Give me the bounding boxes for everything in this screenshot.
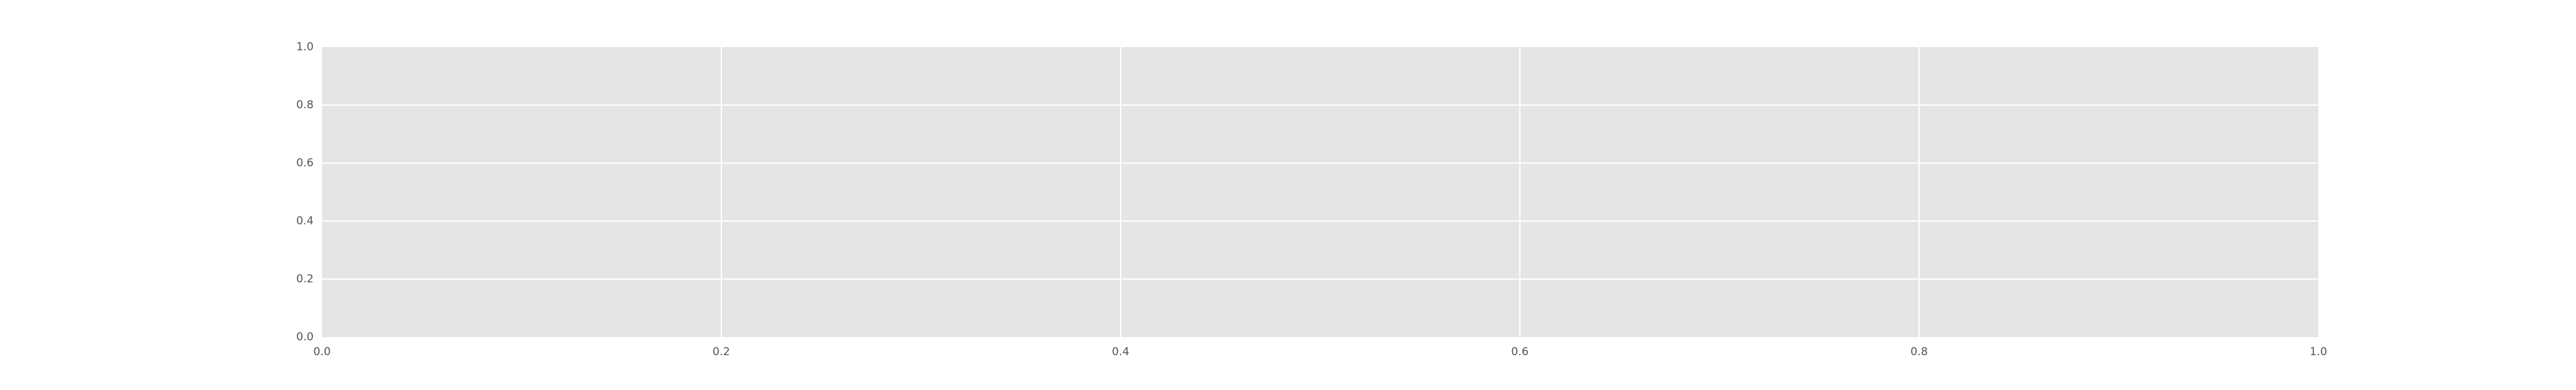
y-tick-label: 0.0 xyxy=(296,331,314,344)
x-tick-label: 0.0 xyxy=(313,346,330,358)
x-tick-label: 1.0 xyxy=(2309,346,2327,358)
plot-area xyxy=(322,47,2318,337)
x-tick-label: 0.6 xyxy=(1511,346,1528,358)
grid-lines xyxy=(322,47,2318,337)
x-tick-label: 0.4 xyxy=(1112,346,1129,358)
x-axis-ticks: 0.0 0.2 0.4 0.6 0.8 1.0 xyxy=(313,346,2327,358)
y-tick-label: 0.4 xyxy=(296,215,314,228)
y-tick-label: 0.8 xyxy=(296,99,314,112)
y-tick-label: 0.6 xyxy=(296,157,314,170)
y-tick-label: 0.2 xyxy=(296,273,314,286)
y-tick-label: 1.0 xyxy=(296,41,314,54)
x-tick-label: 0.8 xyxy=(1910,346,1927,358)
x-tick-label: 0.2 xyxy=(712,346,730,358)
y-axis-ticks: 0.0 0.2 0.4 0.6 0.8 1.0 xyxy=(296,41,314,344)
